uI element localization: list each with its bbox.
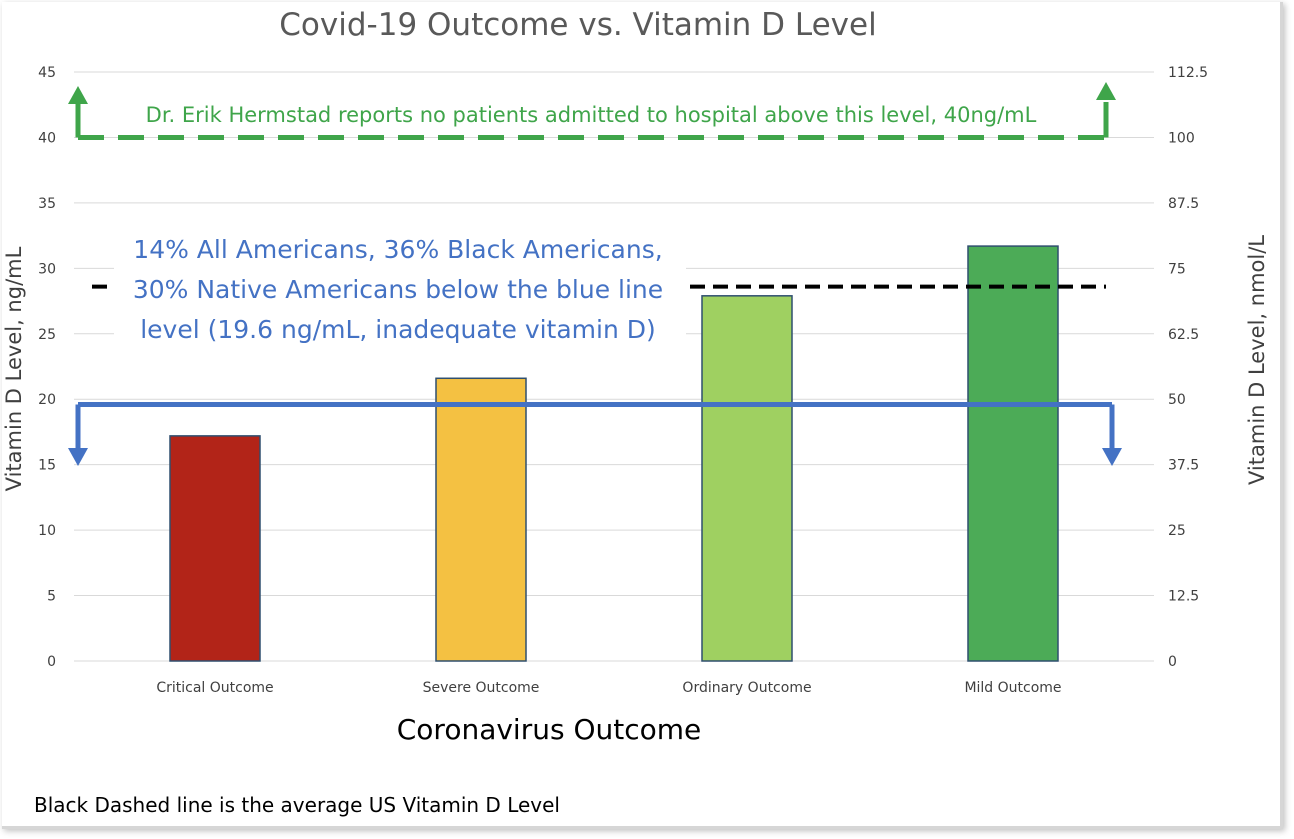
x-axis-label: Coronavirus Outcome xyxy=(397,713,702,746)
bar-chart: Covid-19 Outcome vs. Vitamin D Level 0 5 1… xyxy=(2,7,1269,817)
blue-arrow-head-right xyxy=(1102,448,1122,466)
category-label: Severe Outcome xyxy=(423,680,540,696)
blue-arrow-head-left xyxy=(68,448,88,466)
y-tick-label-right: 25 xyxy=(1168,523,1186,539)
y-axis-label-left: Vitamin D Level, ng/mL xyxy=(2,246,26,491)
y-tick-label: 25 xyxy=(38,327,56,343)
category-labels: Critical Outcome Severe Outcome Ordinary O… xyxy=(156,680,1061,696)
bar-3 xyxy=(967,245,1059,662)
category-label: Ordinary Outcome xyxy=(682,680,811,696)
chart-title: Covid-19 Outcome vs. Vitamin D Level xyxy=(279,7,876,43)
blue-annotation-text: level (19.6 ng/mL, inadequate vitamin D) xyxy=(140,315,656,344)
y-tick-label-right: 37.5 xyxy=(1168,458,1199,474)
y-tick-label-right: 112.5 xyxy=(1168,65,1208,81)
footnote: Black Dashed line is the average US Vita… xyxy=(34,793,560,817)
y-tick-label: 35 xyxy=(38,196,56,212)
y-tick-label: 40 xyxy=(38,130,56,146)
blue-annotation-background xyxy=(114,230,686,350)
y-tick-label: 45 xyxy=(38,65,56,81)
y-tick-label-right: 62.5 xyxy=(1168,327,1199,343)
y-tick-label: 15 xyxy=(38,458,56,474)
bar-0 xyxy=(169,435,261,662)
y-tick-label-right: 100 xyxy=(1168,130,1195,146)
y-tick-label-right: 0 xyxy=(1168,654,1177,670)
y-tick-label: 5 xyxy=(47,589,56,605)
y-axis-label-right: Vitamin D Level, nmol/L xyxy=(1245,235,1269,485)
y-tick-label: 10 xyxy=(38,523,56,539)
right-axis-ticks: 0 12.5 25 37.5 50 62.5 75 87.5 100 112.5 xyxy=(1168,65,1208,670)
category-label: Mild Outcome xyxy=(964,680,1061,696)
y-tick-label: 20 xyxy=(38,392,56,408)
y-tick-label-right: 12.5 xyxy=(1168,589,1199,605)
y-tick-label: 30 xyxy=(38,261,56,277)
y-tick-label-right: 87.5 xyxy=(1168,196,1199,212)
green-annotation-text: Dr. Erik Hermstad reports no patients ad… xyxy=(146,103,1037,127)
bar-2 xyxy=(701,295,793,662)
y-tick-label: 0 xyxy=(47,654,56,670)
y-tick-label-right: 50 xyxy=(1168,392,1186,408)
bars xyxy=(169,245,1059,662)
chart-frame: Covid-19 Outcome vs. Vitamin D Level 0 5 1… xyxy=(2,2,1283,829)
inadequate-threshold-line: 14% All Americans, 36% Black Americans, 3… xyxy=(68,230,1122,466)
green-arrow-head-left xyxy=(68,86,88,104)
left-axis-ticks: 0 5 10 15 20 25 30 35 40 45 xyxy=(38,65,56,670)
hospital-threshold-line: Dr. Erik Hermstad reports no patients ad… xyxy=(68,82,1116,140)
bar-1 xyxy=(435,377,527,662)
green-arrow-head-right xyxy=(1096,82,1116,100)
category-label: Critical Outcome xyxy=(156,680,273,696)
y-tick-label-right: 75 xyxy=(1168,261,1186,277)
blue-annotation-text: 30% Native Americans below the blue line xyxy=(133,275,663,304)
blue-annotation-text: 14% All Americans, 36% Black Americans, xyxy=(133,235,662,264)
